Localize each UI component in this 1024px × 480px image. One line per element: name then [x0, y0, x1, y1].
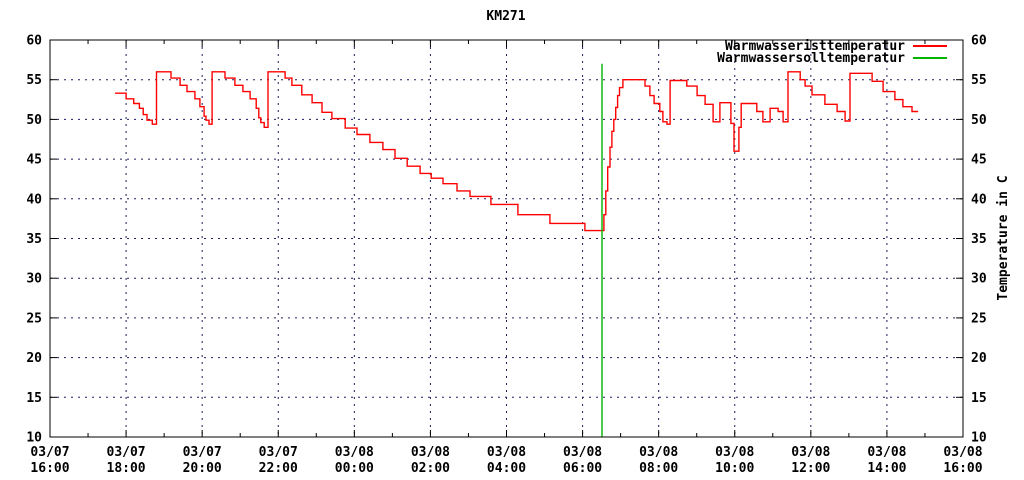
x-tick-label-date: 03/07 — [183, 445, 222, 460]
y-tick-label-left: 40 — [26, 192, 42, 207]
y-tick-label-left: 45 — [26, 153, 42, 168]
y-tick-label-right: 35 — [971, 232, 987, 247]
x-tick-label-date: 03/08 — [411, 445, 450, 460]
x-tick-label-time: 08:00 — [639, 461, 678, 476]
x-tick-label-date: 03/07 — [30, 445, 69, 460]
x-tick-label-time: 14:00 — [867, 461, 906, 476]
x-tick-label-time: 00:00 — [335, 461, 374, 476]
x-tick-label-date: 03/08 — [563, 445, 602, 460]
y-tick-label-left: 50 — [26, 113, 42, 128]
y-tick-label-left: 10 — [26, 431, 42, 446]
x-tick-label-time: 06:00 — [563, 461, 602, 476]
x-tick-label-date: 03/08 — [867, 445, 906, 460]
grid-layer — [50, 40, 963, 437]
x-tick-label-date: 03/08 — [639, 445, 678, 460]
legend: Warmwasseristtemperatur Warmwassersollte… — [717, 39, 947, 66]
x-tick-label-time: 16:00 — [943, 461, 982, 476]
y-tick-label-left: 20 — [26, 351, 42, 366]
axis-label-layer: 10 10 15 15 20 20 25 25 30 30 35 35 40 40 45 45 50 50 55 55… — [26, 34, 986, 477]
y-tick-label-left: 15 — [26, 391, 42, 406]
chart-title: KM271 — [486, 9, 525, 24]
y-tick-label-left: 30 — [26, 272, 42, 287]
y-tick-label-right: 50 — [971, 113, 987, 128]
x-tick-label-date: 03/07 — [259, 445, 298, 460]
y-tick-label-left: 25 — [26, 311, 42, 326]
plot-border — [49, 39, 964, 438]
x-tick-label-time: 02:00 — [411, 461, 450, 476]
x-tick-label-date: 03/08 — [791, 445, 830, 460]
legend-label-soll: Warmwassersolltemperatur — [717, 51, 905, 66]
series-layer — [115, 63, 919, 437]
y-tick-label-left: 55 — [26, 73, 42, 88]
y-tick-label-right: 40 — [971, 192, 987, 207]
y-tick-label-right: 55 — [971, 73, 987, 88]
x-tick-label-time: 04:00 — [487, 461, 526, 476]
x-tick-label-date: 03/07 — [107, 445, 146, 460]
y-tick-label-right: 45 — [971, 153, 987, 168]
x-tick-label-time: 16:00 — [30, 461, 69, 476]
y-tick-label-right: 30 — [971, 272, 987, 287]
x-tick-label-date: 03/08 — [715, 445, 754, 460]
y-tick-label-right: 60 — [971, 34, 987, 49]
y-tick-label-left: 35 — [26, 232, 42, 247]
y-axis-label-right: Temperature in C — [996, 175, 1011, 300]
x-tick-label-time: 10:00 — [715, 461, 754, 476]
x-tick-label-date: 03/08 — [943, 445, 982, 460]
series-warmwasseristtemperatur — [115, 71, 919, 232]
y-tick-label-left: 60 — [26, 34, 42, 49]
x-tick-label-time: 22:00 — [259, 461, 298, 476]
x-tick-label-date: 03/08 — [487, 445, 526, 460]
y-tick-label-right: 15 — [971, 391, 987, 406]
y-tick-label-right: 25 — [971, 311, 987, 326]
x-tick-label-date: 03/08 — [335, 445, 374, 460]
x-tick-label-time: 20:00 — [183, 461, 222, 476]
y-tick-label-right: 10 — [971, 431, 987, 446]
x-tick-label-time: 12:00 — [791, 461, 830, 476]
x-tick-label-time: 18:00 — [107, 461, 146, 476]
y-tick-label-right: 20 — [971, 351, 987, 366]
legend-label-ist: Warmwasseristtemperatur — [725, 39, 905, 54]
tick-layer — [49, 39, 964, 438]
